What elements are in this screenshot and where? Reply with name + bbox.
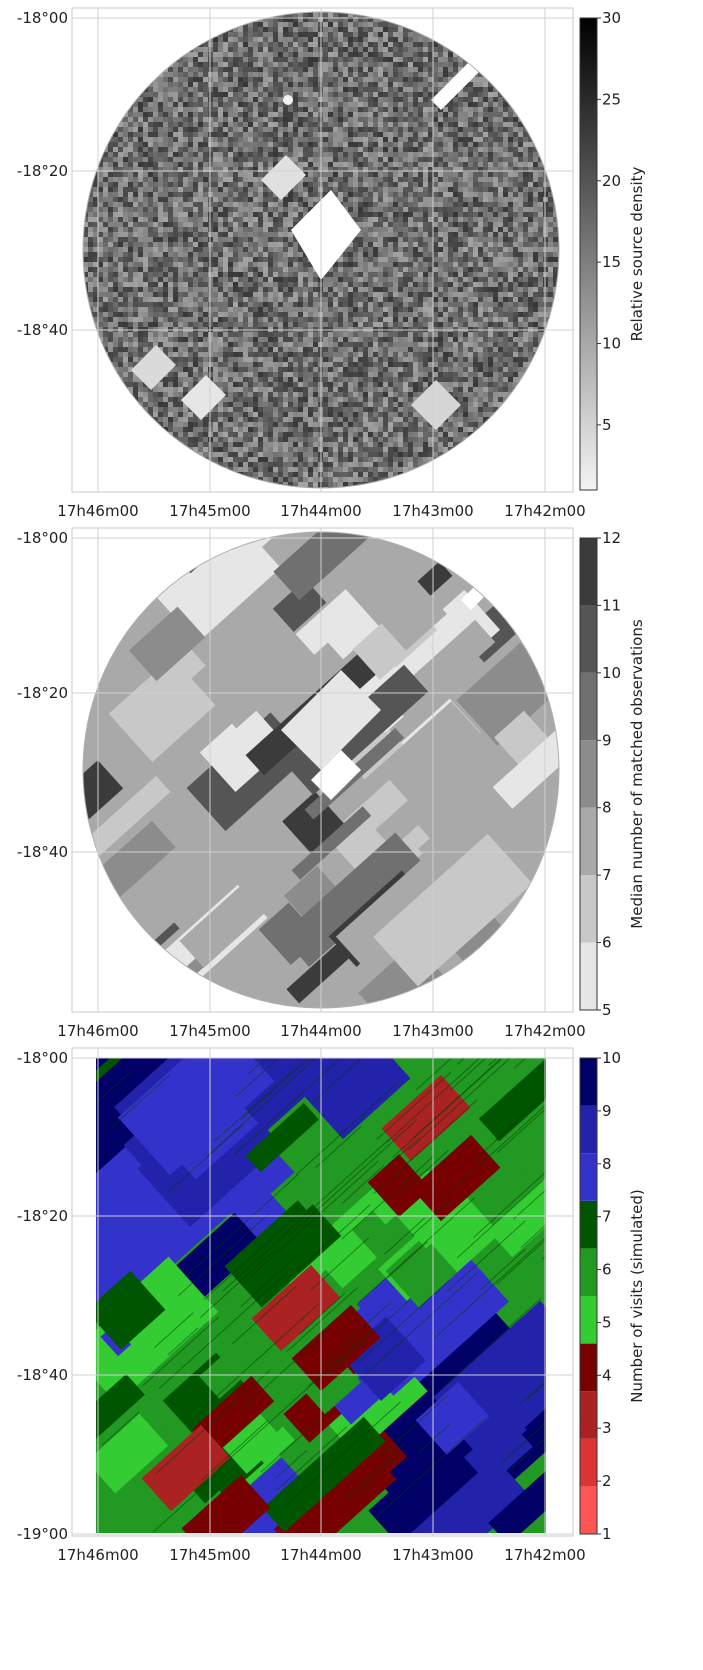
colorbar-segment xyxy=(580,875,597,942)
bright-source xyxy=(283,95,293,105)
colorbar-label: Median number of matched observations xyxy=(628,619,646,929)
x-tick-label: 17h45m00 xyxy=(169,1022,250,1040)
x-tick-label: 17h46m00 xyxy=(57,1546,138,1564)
y-tick-label: -18°40 xyxy=(17,843,68,861)
colorbar-tick-label: 10 xyxy=(602,335,621,353)
matched-observations-panel: 17h46m00 17h45m00 17h44m00 17h43m00 17h42m00… xyxy=(0,520,703,1040)
y-tick-label: -19°00 xyxy=(17,1525,68,1543)
matched-observations-chart: 17h46m00 17h45m00 17h44m00 17h43m00 17h42m00… xyxy=(0,520,703,1040)
colorbar-gradient xyxy=(580,18,597,490)
colorbar-label: Relative source density xyxy=(628,166,646,341)
x-tick-label: 17h45m00 xyxy=(169,1546,250,1564)
colorbar-tick-label: 4 xyxy=(602,1366,612,1384)
x-tick-label: 17h42m00 xyxy=(504,1546,585,1564)
x-tick-label: 17h44m00 xyxy=(280,1022,361,1040)
x-tick-label: 17h43m00 xyxy=(392,1022,473,1040)
x-tick-label: 17h46m00 xyxy=(57,502,138,520)
colorbar-segment xyxy=(580,943,597,1010)
coverage-strip xyxy=(509,913,571,973)
colorbar-tick-label: 11 xyxy=(602,596,621,614)
colorbar-segment xyxy=(580,1486,597,1534)
colorbar-segment xyxy=(580,1058,597,1106)
colorbar-tick-label: 8 xyxy=(602,1155,612,1173)
colorbar-tick-label: 15 xyxy=(602,253,621,271)
x-tick-label: 17h44m00 xyxy=(280,1546,361,1564)
colorbar-tick-label: 7 xyxy=(602,866,612,884)
y-tick-label: -18°00 xyxy=(17,9,68,27)
colorbar-segment xyxy=(580,740,597,807)
colorbar-segment xyxy=(580,538,597,605)
colorbar-tick-label: 10 xyxy=(602,664,621,682)
x-tick-label: 17h44m00 xyxy=(280,502,361,520)
colorbar-label: Number of visits (simulated) xyxy=(628,1189,646,1403)
source-density-panel: 17h46m00 17h45m00 17h44m00 17h43m00 17h42m00… xyxy=(0,0,703,520)
colorbar-tick-label: 10 xyxy=(602,1049,621,1067)
colorbar-tick-label: 30 xyxy=(602,9,621,27)
visits-chart: 17h46m00 17h45m00 17h44m00 17h43m00 17h42m00… xyxy=(0,1040,703,1666)
x-tick-label: 17h43m00 xyxy=(392,502,473,520)
colorbar-tick-label: 8 xyxy=(602,799,612,817)
colorbar-tick-label: 2 xyxy=(602,1472,612,1490)
source-density-chart: 17h46m00 17h45m00 17h44m00 17h43m00 17h42m00… xyxy=(0,0,703,520)
colorbar-tick-label: 3 xyxy=(602,1419,612,1437)
colorbar-tick-label: 5 xyxy=(602,1313,612,1331)
colorbar-segment xyxy=(580,1439,597,1487)
coverage-strip xyxy=(77,929,156,1003)
heatmap-cells xyxy=(6,1040,657,1588)
y-tick-label: -18°40 xyxy=(17,321,68,339)
colorbar-tick-label: 12 xyxy=(602,529,621,547)
colorbar-segment xyxy=(580,808,597,875)
colorbar-tick-label: 6 xyxy=(602,934,612,952)
colorbar-tick-label: 7 xyxy=(602,1208,612,1226)
colorbar-segment xyxy=(580,1106,597,1154)
colorbar-segment xyxy=(580,1248,597,1296)
chip-gap-line xyxy=(432,1040,535,1060)
x-tick-label: 17h45m00 xyxy=(169,502,250,520)
visits-panel: 17h46m00 17h45m00 17h44m00 17h43m00 17h42m00… xyxy=(0,1040,703,1666)
colorbar-tick-label: 9 xyxy=(602,731,612,749)
colorbar-tick-label: 25 xyxy=(602,90,621,108)
colorbar-tick-label: 6 xyxy=(602,1261,612,1279)
colorbar-segment xyxy=(580,1296,597,1344)
colorbar-tick-label: 20 xyxy=(602,172,621,190)
colorbar-segment xyxy=(580,605,597,672)
x-tick-label: 17h46m00 xyxy=(57,1022,138,1040)
colorbar-tick-label: 5 xyxy=(602,416,612,434)
colorbar-segment xyxy=(580,1153,597,1201)
x-tick-label: 17h43m00 xyxy=(392,1546,473,1564)
y-tick-label: -18°00 xyxy=(17,529,68,547)
y-tick-label: -18°40 xyxy=(17,1366,68,1384)
colorbar-tick-label: 1 xyxy=(602,1525,612,1543)
colorbar-segment xyxy=(580,1344,597,1392)
colorbar-tick-label: 5 xyxy=(602,1001,612,1019)
colorbar-segment xyxy=(580,1391,597,1439)
y-tick-label: -18°20 xyxy=(17,162,68,180)
y-tick-label: -18°20 xyxy=(17,684,68,702)
y-tick-label: -18°20 xyxy=(17,1207,68,1225)
x-tick-label: 17h42m00 xyxy=(504,502,585,520)
colorbar-segment xyxy=(580,673,597,740)
colorbar-tick-label: 9 xyxy=(602,1102,612,1120)
colorbar-segment xyxy=(580,1201,597,1249)
heatmap-cells xyxy=(17,520,616,1038)
y-tick-label: -18°00 xyxy=(17,1049,68,1067)
x-tick-label: 17h42m00 xyxy=(504,1022,585,1040)
